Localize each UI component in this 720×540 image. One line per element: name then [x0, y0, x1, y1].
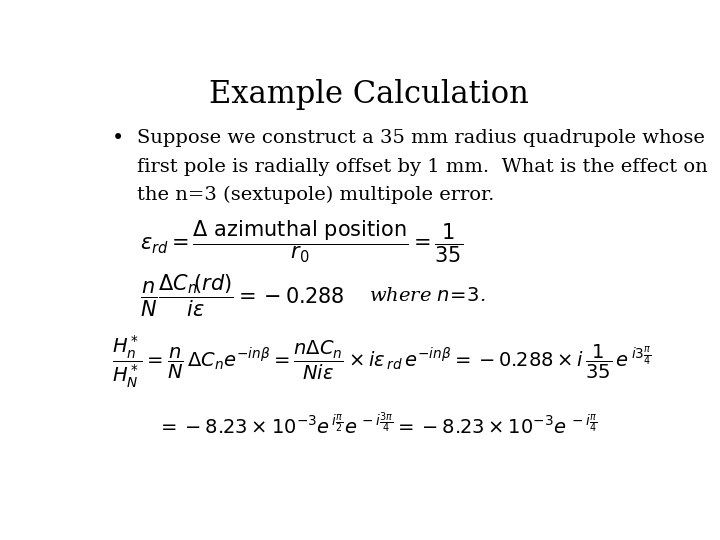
Text: $\varepsilon_{rd} = \dfrac{\Delta\ \mathrm{azimuthal\ position}}{r_0} = \dfrac{1: $\varepsilon_{rd} = \dfrac{\Delta\ \math…: [140, 218, 464, 265]
Text: Example Calculation: Example Calculation: [209, 79, 529, 110]
Text: $= -8.23\times10^{-3}e^{\,i\frac{\pi}{2}}e^{\,-i\frac{3\pi}{4}} = -8.23\times10^: $= -8.23\times10^{-3}e^{\,i\frac{\pi}{2}…: [157, 411, 597, 438]
Text: Suppose we construct a 35 mm radius quadrupole whose: Suppose we construct a 35 mm radius quad…: [138, 129, 706, 147]
Text: where $n\!=\!3$.: where $n\!=\!3$.: [369, 287, 486, 305]
Text: $\dfrac{n}{N}\dfrac{\Delta C_n\!\left(rd\right)}{i\varepsilon} = -0.288$: $\dfrac{n}{N}\dfrac{\Delta C_n\!\left(rd…: [140, 273, 345, 319]
Text: $\dfrac{H_n^*}{H_N^*} = \dfrac{n}{N}\,\Delta C_n e^{-in\beta} = \dfrac{n\Delta C: $\dfrac{H_n^*}{H_N^*} = \dfrac{n}{N}\,\D…: [112, 334, 652, 390]
Text: •: •: [112, 129, 125, 149]
Text: first pole is radially offset by 1 mm.  What is the effect on: first pole is radially offset by 1 mm. W…: [138, 158, 708, 176]
Text: the n=3 (sextupole) multipole error.: the n=3 (sextupole) multipole error.: [138, 186, 495, 204]
